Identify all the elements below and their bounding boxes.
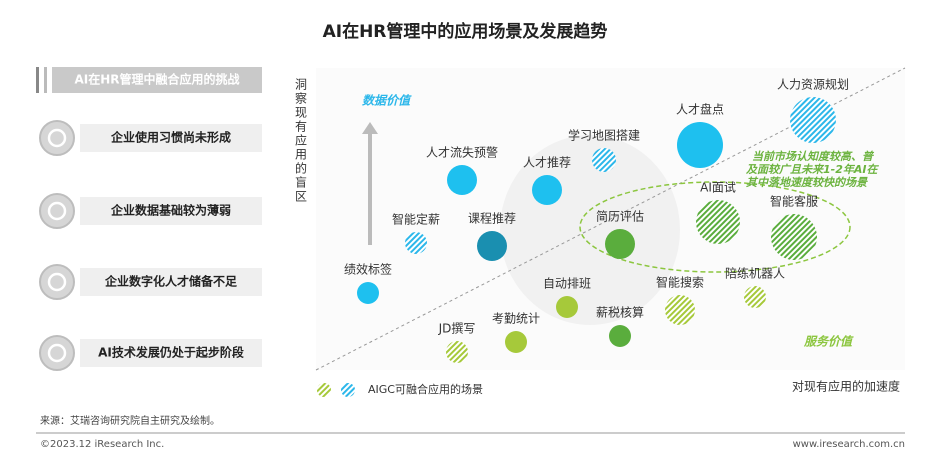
scene-bubble: [665, 295, 695, 325]
title: AI在HR管理中的应用场景及发展趋势: [323, 21, 608, 42]
legend-swatch: [317, 383, 331, 397]
annotation: 当前市场认知度较高、普: [752, 150, 875, 163]
diagonal: [315, 67, 906, 371]
scene-label: JD撰写: [438, 322, 476, 336]
scene-bubble: [609, 325, 631, 347]
zone-label: 数据价值: [362, 94, 412, 108]
annotation: 及面较广且未来1-2年AI在: [746, 163, 879, 176]
scene-label: 智能搜索: [656, 275, 704, 290]
challenge-header: [52, 67, 262, 93]
scene-bubble: [592, 148, 616, 172]
header-accent: [36, 67, 39, 93]
x-axis-label: 对现有应用的加速度: [792, 379, 900, 394]
challenge-box: [80, 339, 262, 367]
scene-bubble: [477, 231, 507, 261]
scene-label: 简历评估: [596, 210, 644, 224]
challenge-icon-inner: [47, 128, 67, 148]
scene-label: 人才流失预警: [426, 145, 498, 160]
scene-label: 人才盘点: [676, 102, 724, 117]
scene-bubble: [696, 200, 740, 244]
challenge-text: 企业数据基础较为薄弱: [110, 203, 231, 218]
website: www.iresearch.com.cn: [793, 439, 905, 450]
challenge-text: 企业数字化人才储备不足: [104, 274, 237, 289]
scene-bubble: [357, 282, 379, 304]
scene-label: AI面试: [700, 180, 736, 195]
scene-bubble: [677, 122, 723, 168]
scene-bubble: [405, 232, 427, 254]
challenge-icon: [39, 335, 75, 371]
scene-bubble: [446, 341, 468, 363]
scene-label: 人力资源规划: [777, 77, 849, 92]
y-axis-label: 洞察现有应用的盲区: [294, 78, 308, 204]
focus-ellipse: [579, 181, 851, 273]
challenge-text: 企业使用习惯尚未形成: [110, 130, 231, 145]
scene-bubble: [771, 214, 817, 260]
challenge-box: [80, 124, 262, 152]
scene-bubble: [447, 165, 477, 195]
header-accent: [44, 67, 47, 93]
scene-label: 薪税核算: [596, 305, 644, 320]
copyright: ©2023.12 iResearch Inc.: [40, 439, 164, 450]
scene-label: 绩效标签: [344, 262, 392, 277]
scene-bubble: [790, 97, 836, 143]
scene-bubble: [505, 331, 527, 353]
scene-label: 陪练机器人: [725, 266, 785, 281]
scene-bubble: [744, 286, 766, 308]
challenge-box: [80, 197, 262, 225]
challenge-icon: [39, 193, 75, 229]
scene-label: 课程推荐: [468, 211, 516, 226]
scene-label: 考勤统计: [492, 312, 540, 326]
scene-label: 智能定薪: [392, 212, 440, 227]
challenge-box: [80, 268, 262, 296]
challenge-icon-inner: [47, 343, 67, 363]
challenge-icon-inner: [47, 272, 67, 292]
challenge-icon: [39, 120, 75, 156]
scene-bubble: [605, 229, 635, 259]
scene-label: 自动排班: [543, 277, 591, 291]
challenge-text: AI技术发展仍处于起步阶段: [98, 345, 245, 360]
challenge-icon: [39, 264, 75, 300]
scene-bubble: [532, 175, 562, 205]
challenge-icon-inner: [47, 201, 67, 221]
scene-bubble: [556, 296, 578, 318]
annotation: 其中落地速度较快的场景: [746, 176, 868, 189]
legend-swatch: [341, 383, 355, 397]
legend-label: AIGC可融合应用的场景: [368, 382, 483, 396]
zone-label: 服务价值: [803, 335, 854, 349]
scene-label: 人才推荐: [523, 156, 571, 170]
scene-label: 智能客服: [770, 194, 818, 209]
scene-label: 学习地图搭建: [568, 128, 640, 143]
arrow-head: [362, 122, 378, 134]
challenge-title: AI在HR管理中融合应用的挑战: [74, 72, 239, 87]
source: 来源：艾瑞咨询研究院自主研究及绘制。: [40, 414, 220, 427]
